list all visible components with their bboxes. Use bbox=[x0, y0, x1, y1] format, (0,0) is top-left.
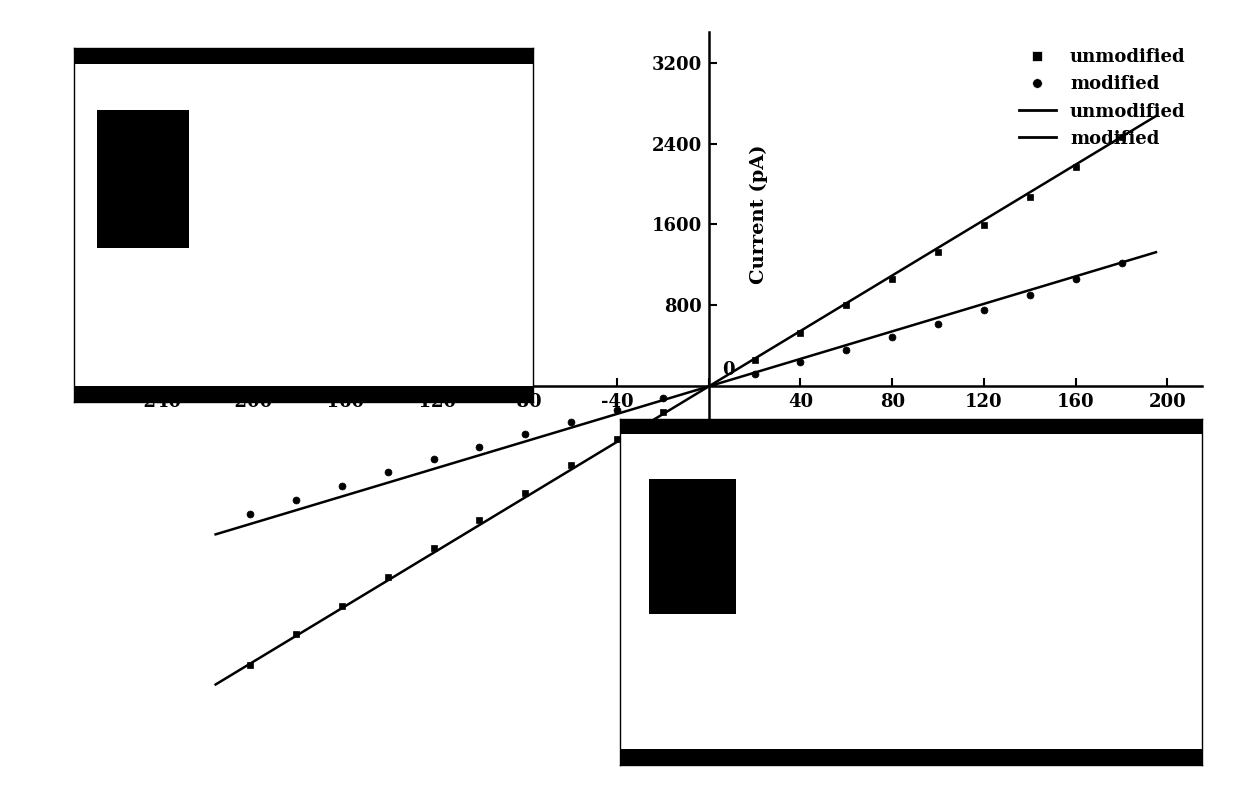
Bar bbox=[97, 110, 188, 249]
Bar bbox=[649, 479, 736, 614]
Legend: unmodified, modified, unmodified, modified: unmodified, modified, unmodified, modifi… bbox=[1012, 41, 1193, 155]
Text: Voltage (mV): Voltage (mV) bbox=[961, 445, 1103, 464]
Text: 0: 0 bbox=[722, 361, 735, 379]
Text: Current (pA): Current (pA) bbox=[750, 145, 768, 284]
